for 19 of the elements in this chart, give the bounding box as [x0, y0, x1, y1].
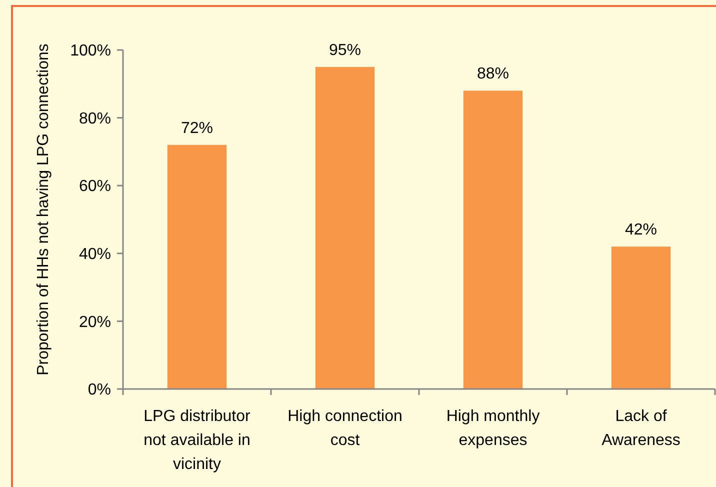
bar: [463, 90, 523, 389]
y-tick-label: 40%: [78, 246, 111, 263]
x-tick-label: Lack of Awareness: [602, 408, 680, 449]
y-axis-title: Proportion of HHs not having LPG connections: [35, 44, 52, 376]
bar: [315, 66, 375, 389]
data-label: 72%: [180, 120, 214, 137]
y-tick-label: 100%: [70, 42, 111, 60]
bar: [611, 246, 671, 389]
y-tick-label: 0%: [88, 382, 111, 399]
data-label: 42%: [624, 222, 658, 239]
y-tick-label: 60%: [78, 178, 111, 196]
x-tick-label: LPG distributor not available in vicinity: [144, 408, 252, 473]
data-label: 88%: [476, 66, 510, 83]
data-label: 95%: [328, 42, 362, 59]
bar: [167, 144, 227, 389]
y-tick-label: 80%: [78, 110, 111, 128]
x-tick-label: High connection cost: [288, 408, 402, 449]
y-tick-label: 20%: [78, 314, 111, 331]
x-tick-label: High monthly expenses: [446, 408, 540, 449]
